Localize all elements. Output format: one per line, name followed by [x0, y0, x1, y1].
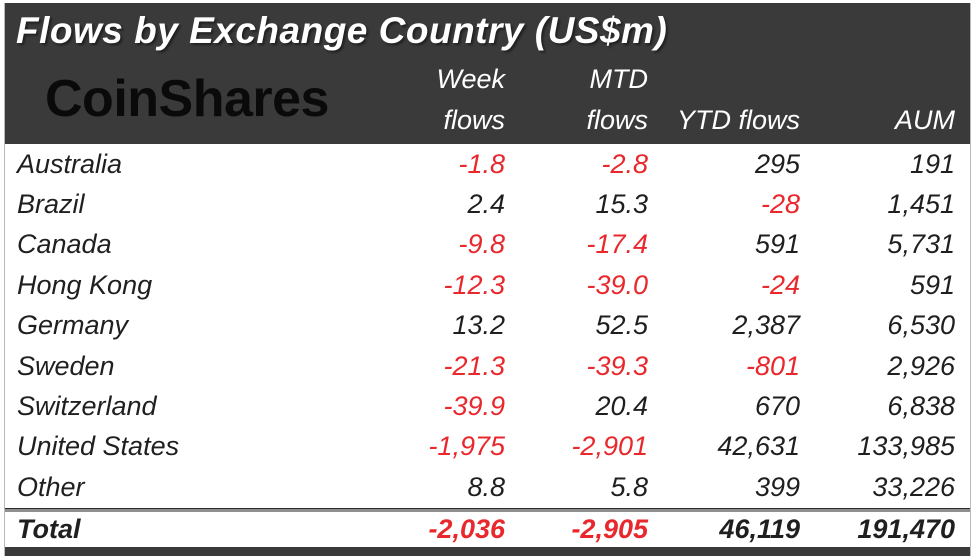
cell-week-flows: 13.2: [452, 310, 505, 341]
cell-mtd-flows: -17.4: [586, 229, 648, 260]
cell-aum: 133,985: [857, 431, 955, 462]
table-row: United States -1,975 -2,901 42,631 133,9…: [5, 427, 970, 467]
cell-ytd-flows: 295: [754, 148, 800, 179]
cell-week-flows: -1.8: [458, 148, 505, 179]
cell-country: Hong Kong: [17, 269, 153, 300]
column-header-line: flows: [586, 105, 648, 135]
column-header-line: Week: [436, 64, 505, 94]
cell-aum: 6,838: [887, 391, 955, 422]
cell-mtd-flows: -2.8: [601, 148, 648, 179]
cell-mtd-flows: -39.3: [586, 350, 648, 381]
column-header-line: flows: [443, 105, 505, 135]
table-row: Brazil 2.4 15.3 -28 1,451: [5, 184, 970, 224]
cell-total-mtd-flows: -2,905: [571, 513, 648, 544]
flows-table: Flows by Exchange Country (US$m) CoinSha…: [4, 3, 971, 556]
cell-aum: 6,530: [887, 310, 955, 341]
total-separator-line: [5, 507, 970, 512]
coinshares-logo: CoinShares: [45, 70, 329, 128]
cell-aum: 5,731: [887, 229, 955, 260]
cell-week-flows: 2.4: [467, 189, 505, 220]
cell-total-ytd-flows: 46,119: [719, 513, 800, 544]
cell-week-flows: -1,975: [428, 431, 505, 462]
cell-week-flows: -39.9: [443, 391, 505, 422]
column-header-aum: AUM: [800, 54, 955, 144]
table-title: Flows by Exchange Country (US$m): [16, 10, 668, 51]
cell-aum: 33,226: [872, 471, 955, 502]
table-row: Germany 13.2 52.5 2,387 6,530: [5, 306, 970, 346]
logo-cell: CoinShares: [5, 54, 370, 144]
cell-week-flows: -9.8: [458, 229, 505, 260]
cell-aum: 191: [909, 148, 955, 179]
cell-ytd-flows: 42,631: [717, 431, 800, 462]
cell-mtd-flows: 5.8: [610, 471, 648, 502]
column-header-line: AUM: [895, 105, 955, 135]
cell-country: Other: [17, 471, 85, 502]
cell-country: Sweden: [17, 350, 115, 381]
cell-country: Germany: [17, 310, 129, 341]
cell-mtd-flows: -2,901: [571, 431, 648, 462]
table-row: Switzerland -39.9 20.4 670 6,838: [5, 386, 970, 426]
table-row: Australia -1.8 -2.8 295 191: [5, 144, 970, 184]
column-header-row: CoinShares Week flows MTD flows YTD flow…: [5, 54, 970, 144]
table-row: Canada -9.8 -17.4 591 5,731: [5, 225, 970, 265]
cell-mtd-flows: 20.4: [595, 391, 648, 422]
table-row: Other 8.8 5.8 399 33,226: [5, 467, 970, 507]
column-header-line: YTD flows: [676, 105, 800, 135]
table-row: Sweden -21.3 -39.3 -801 2,926: [5, 346, 970, 386]
cell-ytd-flows: -28: [760, 189, 800, 220]
cell-week-flows: -21.3: [443, 350, 505, 381]
cell-ytd-flows: 2,387: [732, 310, 800, 341]
cell-country: Australia: [17, 148, 123, 179]
cell-ytd-flows: -24: [760, 269, 800, 300]
cell-mtd-flows: -39.0: [586, 269, 648, 300]
column-header-week-flows: Week flows: [370, 54, 505, 144]
total-row: Total -2,036 -2,905 46,119 191,470: [5, 512, 970, 547]
table-header: Flows by Exchange Country (US$m) CoinSha…: [5, 3, 970, 144]
cell-ytd-flows: 591: [754, 229, 800, 260]
column-header-mtd-flows: MTD flows: [505, 54, 648, 144]
cell-country: Switzerland: [17, 391, 157, 422]
cell-ytd-flows: 399: [754, 471, 800, 502]
cell-country: United States: [17, 431, 180, 462]
table-bottom-bar: [5, 546, 970, 556]
cell-aum: 591: [909, 269, 955, 300]
cell-aum: 1,451: [887, 189, 955, 220]
cell-country: Brazil: [17, 189, 85, 220]
cell-total-label: Total: [17, 513, 81, 544]
table-row: Hong Kong -12.3 -39.0 -24 591: [5, 265, 970, 305]
cell-week-flows: -12.3: [443, 269, 505, 300]
cell-country: Canada: [17, 229, 112, 260]
cell-mtd-flows: 15.3: [595, 189, 648, 220]
column-header-line: MTD: [589, 64, 648, 94]
cell-total-week-flows: -2,036: [428, 513, 505, 544]
cell-ytd-flows: -801: [745, 350, 800, 381]
cell-total-aum: 191,470: [857, 513, 955, 544]
cell-week-flows: 8.8: [467, 471, 505, 502]
table-body: Australia -1.8 -2.8 295 191 Brazil 2.4 1…: [5, 144, 970, 508]
cell-mtd-flows: 52.5: [595, 310, 648, 341]
cell-aum: 2,926: [887, 350, 955, 381]
column-header-ytd-flows: YTD flows: [648, 54, 800, 144]
cell-ytd-flows: 670: [754, 391, 800, 422]
